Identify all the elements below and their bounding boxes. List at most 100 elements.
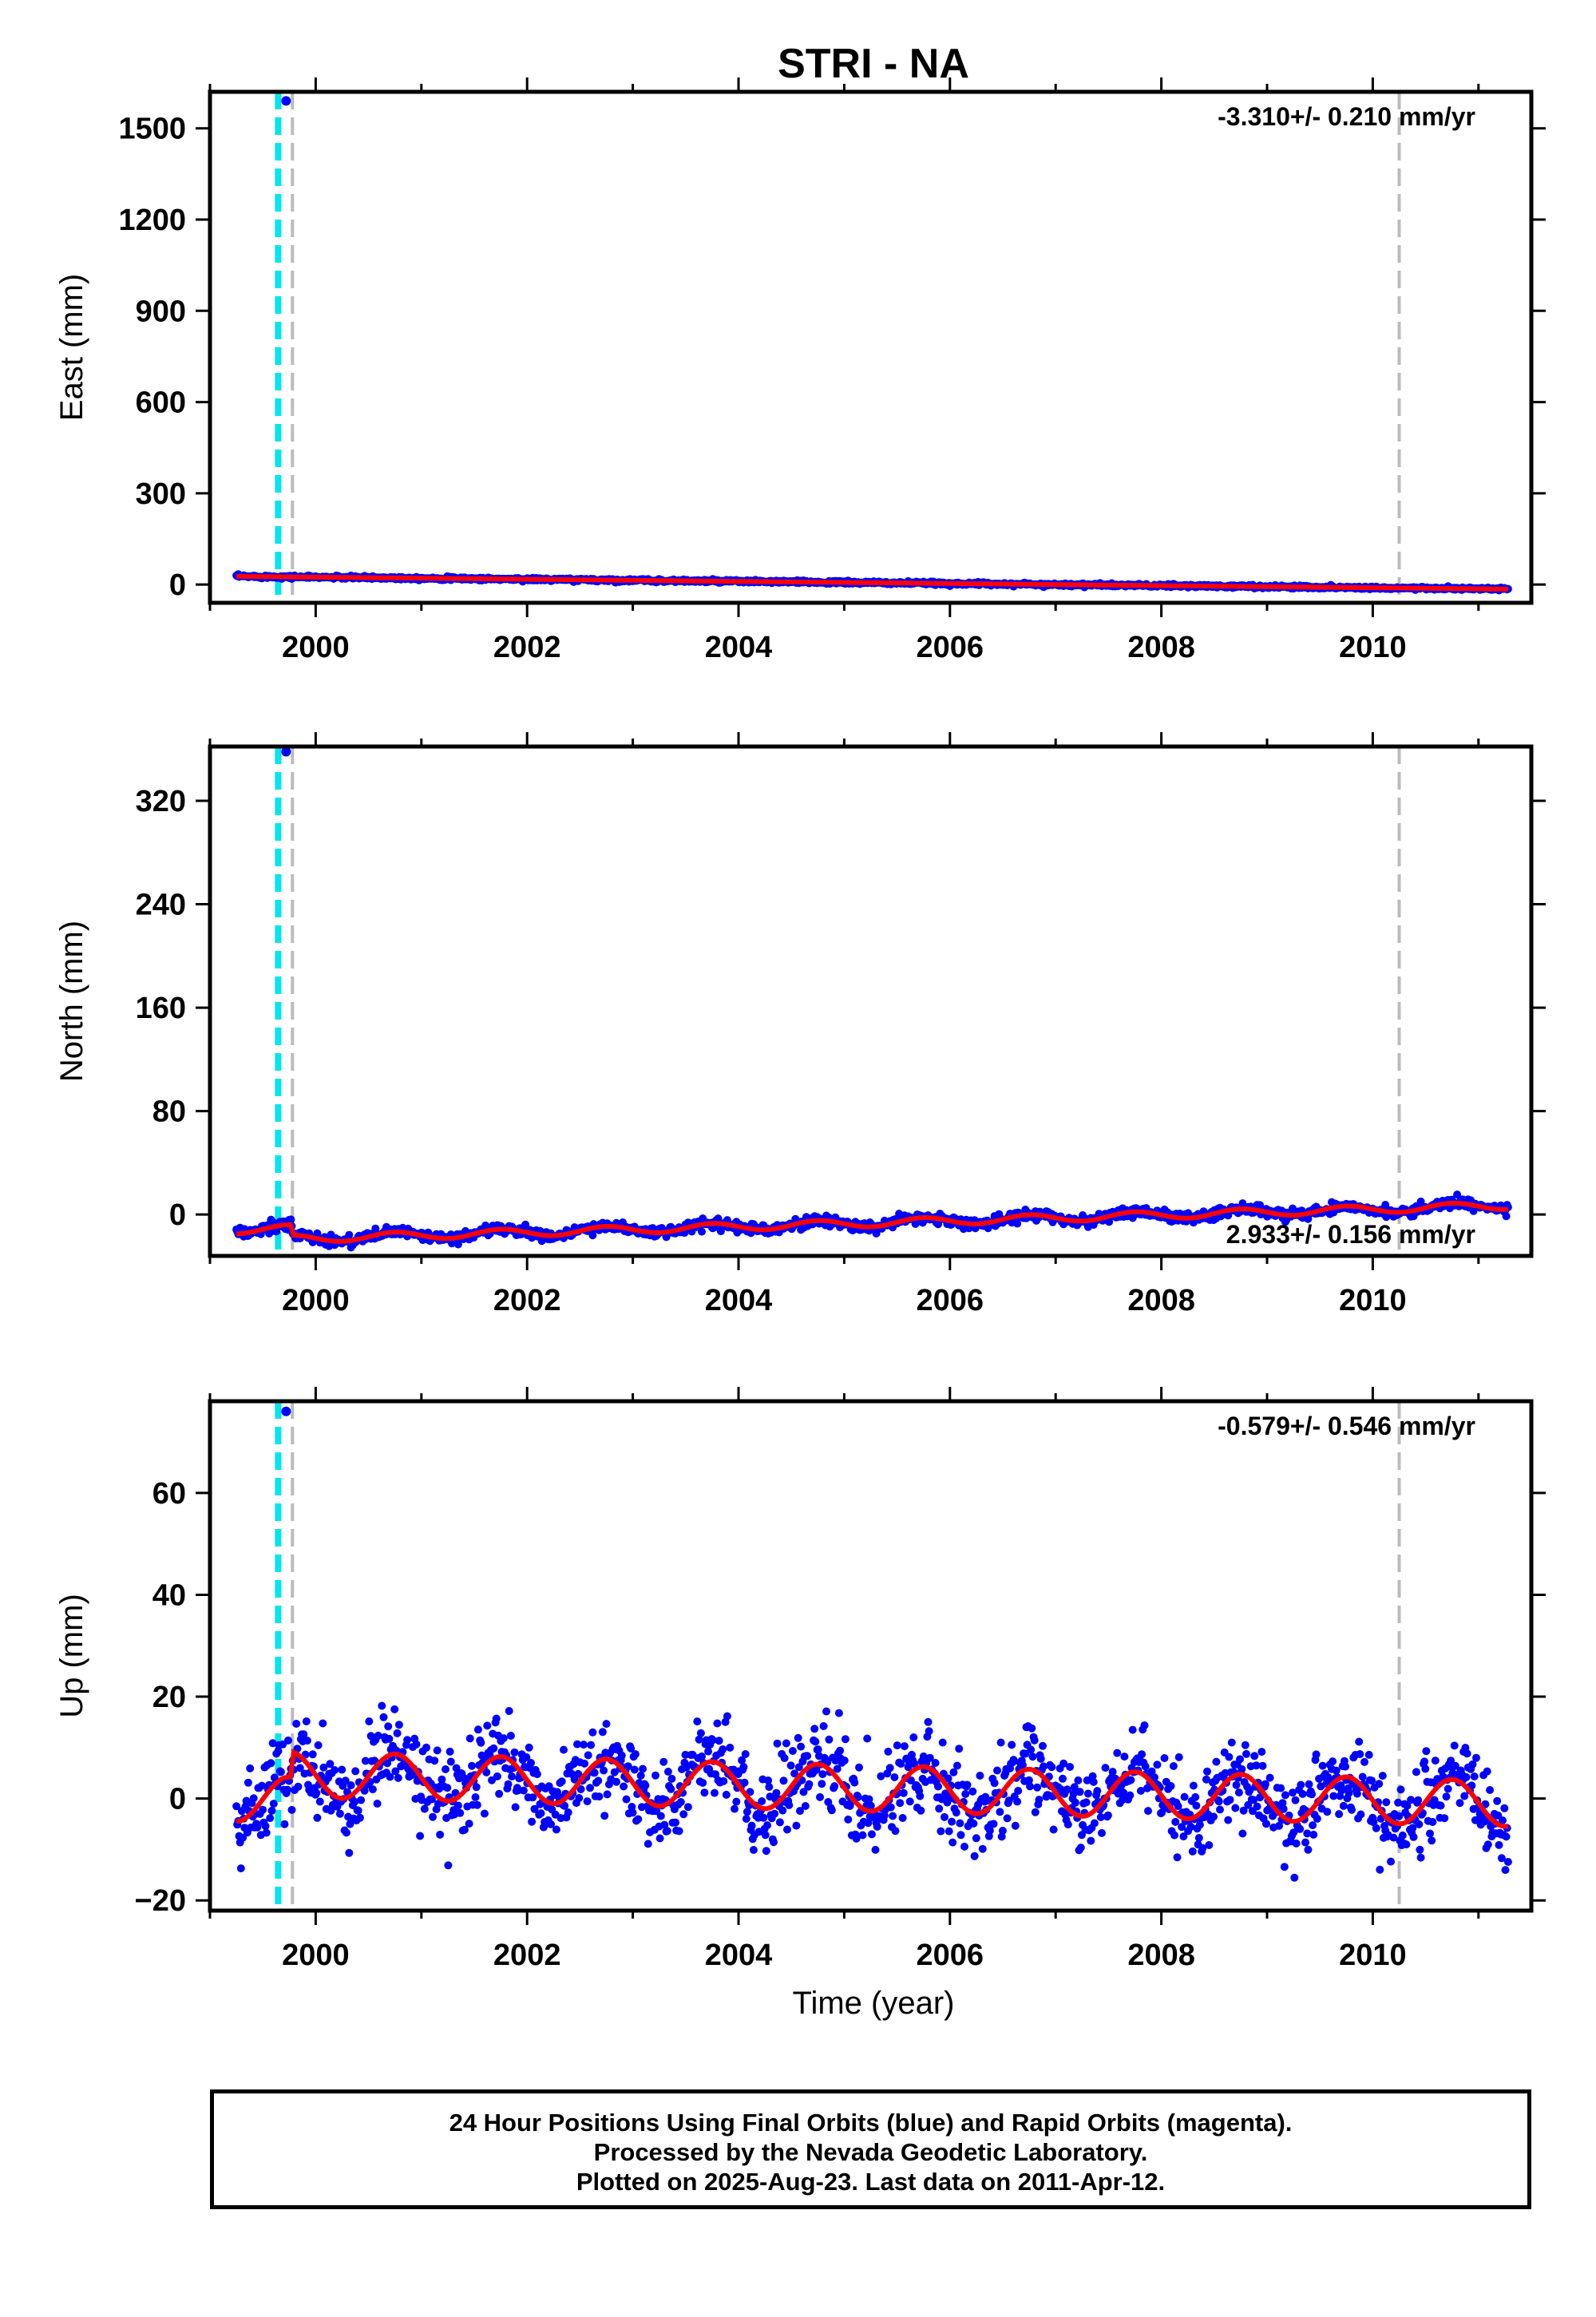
data-point	[1483, 1767, 1491, 1776]
data-point	[1066, 1763, 1075, 1771]
data-point	[898, 1814, 907, 1822]
data-point	[948, 1817, 956, 1826]
data-point	[477, 1738, 485, 1747]
data-point	[276, 1768, 285, 1776]
y-axis: 0 80 160 240 320	[136, 785, 1546, 1232]
data-point	[968, 1787, 977, 1796]
data-point	[900, 1742, 909, 1751]
data-point	[612, 1777, 620, 1786]
data-point	[1203, 1767, 1211, 1776]
data-point	[537, 1809, 545, 1818]
data-point	[1416, 1845, 1424, 1854]
data-point	[836, 1746, 845, 1755]
x-tick-label: 2008	[1127, 1284, 1195, 1317]
data-point	[719, 1776, 728, 1785]
data-point	[422, 1743, 430, 1752]
data-point	[511, 1803, 520, 1812]
data-point	[1341, 1762, 1350, 1771]
data-point	[602, 1720, 611, 1729]
x-tick-label: 2004	[705, 631, 773, 664]
data-point	[1436, 1801, 1445, 1810]
data-point	[1189, 1781, 1198, 1790]
data-point	[1035, 1796, 1044, 1804]
data-point	[1160, 1754, 1169, 1762]
data-point	[588, 1231, 597, 1240]
data-point	[1450, 1741, 1459, 1750]
x-axis-label: Time (year)	[793, 1986, 955, 2021]
data-point	[1059, 1759, 1068, 1768]
data-point	[1113, 1749, 1122, 1757]
data-point	[778, 1806, 787, 1815]
data-point	[312, 1788, 321, 1797]
data-point	[1252, 1761, 1261, 1770]
data-point	[504, 1780, 513, 1788]
data-point	[896, 1799, 905, 1808]
data-point	[676, 1798, 685, 1806]
data-point	[1352, 1789, 1361, 1798]
data-point	[420, 1804, 429, 1813]
data-point	[1090, 1819, 1099, 1828]
data-point	[580, 1741, 588, 1749]
panel-frame	[208, 89, 1534, 605]
caption-line-1: 24 Hour Positions Using Final Orbits (bl…	[449, 2109, 1293, 2137]
x-axis: 2000 2002 2004 2006 2008 2010	[208, 1387, 1480, 1972]
data-point	[1262, 1820, 1270, 1828]
data-point	[1426, 1829, 1434, 1838]
data-point	[1231, 1804, 1240, 1812]
data-point	[788, 1747, 797, 1755]
data-point	[1186, 1823, 1195, 1831]
data-point	[1258, 1761, 1267, 1770]
y-tick-label: 80	[152, 1095, 186, 1129]
data-point	[810, 1725, 819, 1733]
data-point	[1395, 1812, 1404, 1820]
data-point	[493, 1772, 501, 1780]
data-point	[952, 1761, 961, 1770]
data-point	[722, 1790, 731, 1799]
data-point	[1278, 1799, 1287, 1808]
data-point	[628, 1808, 637, 1817]
data-point	[1024, 1776, 1033, 1784]
data-point	[683, 1803, 692, 1812]
data-point	[1345, 1788, 1353, 1797]
caption-line-2: Processed by the Nevada Geodetic Laborat…	[593, 2138, 1148, 2166]
data-point	[972, 1834, 980, 1843]
data-point	[663, 1768, 672, 1776]
data-point	[924, 1717, 933, 1726]
data-point	[547, 1820, 555, 1828]
data-point	[963, 1780, 972, 1789]
data-point	[444, 1861, 453, 1870]
data-point	[891, 1827, 900, 1836]
data-point	[283, 1785, 291, 1794]
data-point	[1403, 1801, 1412, 1810]
data-point	[1368, 1776, 1376, 1785]
data-point	[1440, 1814, 1449, 1823]
data-point	[740, 1778, 749, 1787]
data-point	[391, 1767, 400, 1776]
data-point	[302, 1717, 311, 1725]
data-point	[1087, 1836, 1095, 1845]
data-point	[1003, 1814, 1012, 1823]
data-point	[794, 1733, 802, 1742]
y-tick-label: 900	[136, 295, 186, 328]
data-point	[1290, 1873, 1299, 1882]
data-point	[715, 1737, 723, 1745]
data-point	[525, 1743, 533, 1752]
data-point	[262, 1828, 271, 1837]
data-point	[586, 1784, 594, 1792]
data-point	[630, 1765, 639, 1774]
data-point	[1387, 1857, 1395, 1866]
data-point	[916, 1792, 925, 1800]
y-tick-label: 320	[136, 785, 186, 818]
data-point	[303, 1737, 311, 1745]
y-tick-label: 240	[136, 889, 186, 922]
data-point	[1309, 1830, 1318, 1839]
data-point	[530, 1804, 539, 1813]
data-point	[792, 1821, 801, 1830]
data-point	[1256, 1793, 1265, 1802]
data-point	[355, 1813, 364, 1822]
data-point	[797, 1742, 806, 1751]
data-point	[985, 1826, 994, 1835]
data-point	[1075, 1788, 1084, 1796]
y-tick-label: 0	[169, 568, 186, 602]
data-point	[600, 1766, 608, 1775]
